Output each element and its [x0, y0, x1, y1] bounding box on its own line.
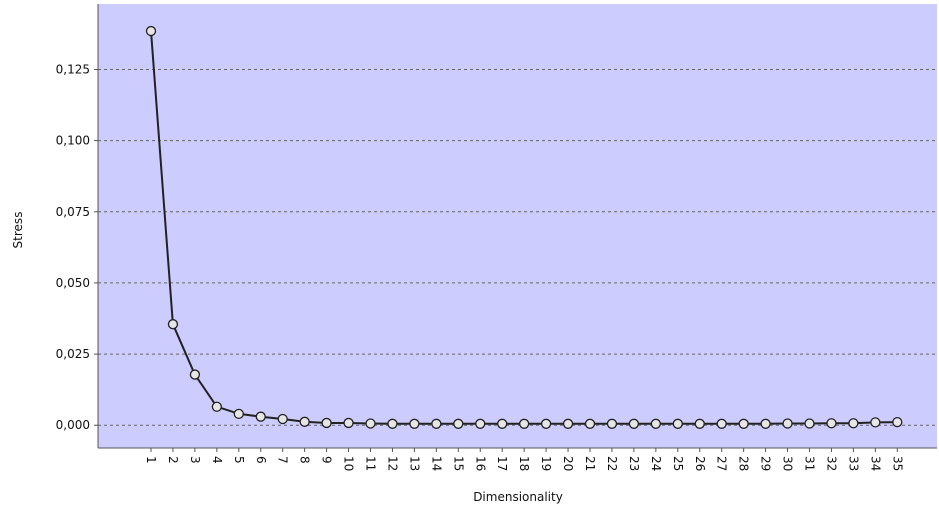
data-point: [782, 418, 793, 429]
x-tick-label: 3: [188, 456, 202, 464]
x-tick-label: 6: [254, 456, 268, 464]
x-tick-label: 11: [364, 456, 378, 471]
data-point: [145, 25, 157, 37]
x-tick-label: 35: [890, 456, 904, 471]
data-point: [650, 418, 661, 429]
x-tick-label: 1: [144, 456, 158, 464]
y-tick-label: 0,050: [56, 276, 90, 290]
x-tick-label: 28: [737, 456, 751, 471]
data-point: [321, 417, 332, 429]
data-point: [540, 418, 552, 429]
data-point: [892, 416, 903, 428]
data-point: [694, 418, 705, 429]
plot-area: [98, 4, 937, 448]
y-axis-title: Stress: [11, 212, 25, 249]
x-tick-label: 21: [583, 456, 597, 471]
x-tick-label: 18: [517, 456, 531, 471]
data-point: [189, 369, 201, 380]
x-tick-label: 15: [451, 456, 465, 471]
data-point: [409, 418, 420, 429]
x-tick-label: 23: [627, 456, 641, 471]
x-axis-ticks: 1 2 3 4 5 6 7 8 9 10 11 12 13 14 15 16 17 18 19 20 21 22 23 24 2…: [144, 448, 904, 471]
data-point: [672, 418, 683, 429]
data-point: [299, 416, 310, 427]
x-tick-label: 29: [759, 456, 773, 471]
x-tick-label: 22: [605, 456, 619, 471]
data-point: [606, 418, 618, 429]
x-tick-label: 20: [561, 456, 575, 471]
y-tick-label: 0,075: [56, 205, 90, 219]
x-tick-label: 16: [473, 456, 487, 471]
data-point: [804, 418, 815, 429]
data-point: [562, 418, 574, 429]
data-point: [584, 418, 596, 429]
x-tick-label: 24: [649, 456, 663, 471]
x-tick-label: 13: [407, 456, 421, 471]
data-point: [497, 418, 508, 429]
data-point: [233, 408, 244, 419]
x-tick-label: 4: [210, 456, 224, 464]
data-point: [826, 418, 837, 429]
x-tick-label: 25: [671, 456, 685, 471]
y-axis-ticks: 0,000 0,025 0,050 0,075 0,100 0,125: [56, 62, 98, 432]
data-point: [519, 418, 530, 429]
x-tick-label: 32: [824, 456, 838, 471]
x-tick-label: 14: [429, 456, 443, 471]
data-point: [277, 413, 288, 425]
x-tick-label: 26: [693, 456, 707, 471]
data-point: [760, 418, 771, 429]
data-point: [475, 418, 486, 429]
data-point: [453, 418, 464, 429]
data-point: [870, 417, 881, 428]
data-point: [255, 411, 266, 422]
data-point: [343, 417, 354, 429]
data-point: [738, 418, 749, 429]
data-point: [365, 418, 376, 429]
data-point: [716, 418, 727, 429]
y-tick-label: 0,000: [56, 418, 90, 432]
data-point: [167, 319, 179, 330]
x-tick-label: 31: [803, 456, 817, 471]
data-point: [211, 401, 223, 412]
x-tick-label: 27: [715, 456, 729, 471]
y-tick-label: 0,025: [56, 347, 90, 361]
y-tick-label: 0,100: [56, 134, 90, 148]
data-point: [387, 418, 398, 429]
data-point: [431, 418, 442, 429]
x-tick-label: 12: [385, 456, 399, 471]
x-tick-label: 8: [298, 456, 312, 464]
y-tick-label: 0,125: [56, 62, 90, 76]
x-tick-label: 19: [539, 456, 553, 471]
x-tick-label: 7: [276, 456, 290, 464]
x-tick-label: 17: [495, 456, 509, 471]
x-tick-label: 5: [232, 456, 246, 464]
x-tick-label: 33: [846, 456, 860, 471]
x-tick-label: 2: [166, 456, 180, 464]
data-point: [628, 418, 640, 429]
x-tick-label: 10: [342, 456, 356, 471]
data-point: [848, 418, 859, 429]
x-tick-label: 30: [781, 456, 795, 471]
series-layer: [145, 25, 903, 429]
x-tick-label: 34: [868, 456, 882, 471]
x-tick-label: 9: [320, 456, 334, 464]
x-axis-title: Dimensionality: [473, 490, 563, 504]
gridlines: [98, 68, 937, 426]
